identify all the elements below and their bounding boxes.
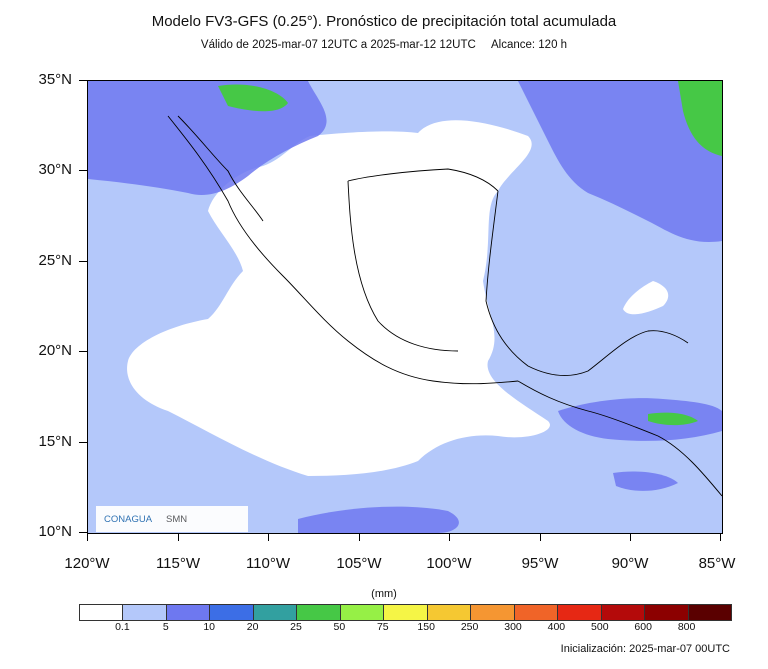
colorbar-level-label: 400 <box>547 621 566 633</box>
lon-tick <box>359 533 360 541</box>
colorbar-swatch <box>471 605 515 620</box>
colorbar-swatch <box>297 605 341 620</box>
lon-tick <box>268 533 269 541</box>
lat-tick <box>79 170 87 171</box>
precip-ca-green <box>648 412 698 426</box>
colorbar-swatch <box>123 605 167 620</box>
lon-tick <box>540 533 541 541</box>
lat-label: 20°N <box>38 342 72 359</box>
colorbar-level-label: 800 <box>677 621 696 633</box>
colorbar-swatch <box>253 605 298 620</box>
lon-label: 105°W <box>336 555 382 572</box>
colorbar-level-label: 250 <box>460 621 479 633</box>
precip-north-green <box>218 84 288 112</box>
colorbar-swatch <box>427 605 472 620</box>
lat-label: 15°N <box>38 433 72 450</box>
logo-strip: CONAGUA SMN <box>96 506 248 532</box>
colorbar-level-label: 150 <box>417 621 435 633</box>
precip-northeast-green <box>678 81 722 156</box>
precip-south-east <box>613 471 678 491</box>
lat-label: 10°N <box>38 523 72 540</box>
lon-tick <box>720 533 721 541</box>
colorbar-level-label: 25 <box>290 621 302 633</box>
colorbar-level-label: 500 <box>591 621 609 633</box>
precip-south <box>298 506 459 533</box>
precipitation-map: CONAGUA SMN <box>87 80 723 534</box>
colorbar-level-label: 10 <box>203 621 216 633</box>
colorbar-swatch <box>210 605 254 620</box>
lon-label: 110°W <box>245 555 291 572</box>
valid-period: Válido de 2025-mar-07 12UTC a 2025-mar-1… <box>200 39 476 51</box>
colorbar-level-label: 20 <box>246 621 259 633</box>
lon-label: 95°W <box>521 555 559 572</box>
colorbar-swatch <box>514 605 559 620</box>
lon-label: 90°W <box>611 555 649 572</box>
colorbar-units: (mm) <box>371 588 397 600</box>
smn-logo: SMN <box>166 513 188 525</box>
lat-label: 30°N <box>38 161 72 178</box>
forecast-range: Alcance: 120 h <box>490 39 568 51</box>
lat-label: 25°N <box>38 252 72 269</box>
lat-tick <box>79 80 87 81</box>
colorbar-level-label: 50 <box>333 621 346 633</box>
lat-tick <box>79 532 87 533</box>
map-subtitle: Válido de 2025-mar-07 12UTC a 2025-mar-1… <box>0 39 768 51</box>
map-title: Modelo FV3-GFS (0.25°). Pronóstico de pr… <box>151 13 617 30</box>
colorbar-swatch <box>688 605 732 620</box>
colorbar-swatch <box>80 605 124 620</box>
initialization-time: Inicialización: 2025-mar-07 00UTC <box>560 643 730 655</box>
colorbar-swatch <box>384 605 428 620</box>
colorbar-level-label: 600 <box>634 621 652 633</box>
dry-area <box>127 120 550 476</box>
colorbar-swatch <box>645 605 689 620</box>
lon-label: 85°W <box>698 555 736 572</box>
lon-label: 100°W <box>426 555 472 572</box>
colorbar-swatch <box>166 605 211 620</box>
map-canvas <box>88 81 722 533</box>
lat-tick <box>79 442 87 443</box>
colorbar-swatch <box>601 605 646 620</box>
colorbar-level-label: 75 <box>376 621 389 633</box>
precip-northeast <box>518 81 722 242</box>
lat-label: 35°N <box>38 71 72 88</box>
colorbar <box>79 604 732 621</box>
conagua-logo: CONAGUA <box>104 513 153 525</box>
colorbar-level-label: 5 <box>162 621 169 633</box>
precip-central-america <box>558 398 722 441</box>
lat-tick <box>79 261 87 262</box>
colorbar-level-label: 0.1 <box>115 621 130 633</box>
lon-tick <box>87 533 88 541</box>
lat-tick <box>79 351 87 352</box>
lon-label: 115°W <box>155 555 201 572</box>
lon-label: 120°W <box>64 555 110 572</box>
lon-tick <box>449 533 450 541</box>
colorbar-swatch <box>340 605 385 620</box>
colorbar-swatch <box>558 605 602 620</box>
lon-tick <box>630 533 631 541</box>
lon-tick <box>178 533 179 541</box>
coastlines-and-borders <box>167 115 722 497</box>
dry-area-gulf <box>623 281 669 315</box>
colorbar-level-label: 300 <box>504 621 522 633</box>
